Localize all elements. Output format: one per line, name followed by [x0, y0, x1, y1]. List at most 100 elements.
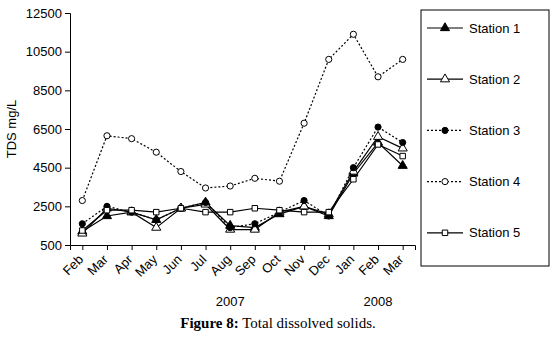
x-tick-label: Oct [258, 251, 283, 276]
y-tick: 12500 [26, 6, 70, 21]
x-tick: Aug [207, 245, 234, 279]
series-marker [375, 74, 381, 80]
x-axis-line [71, 246, 416, 251]
series-marker [178, 205, 184, 211]
x-tick-mark [107, 245, 108, 250]
legend-marker [442, 127, 448, 133]
series-marker [80, 228, 85, 233]
x-tick-mark [279, 245, 280, 250]
legend-marker [442, 230, 447, 235]
series-marker [78, 228, 87, 236]
series-marker [78, 226, 87, 234]
series-marker [398, 160, 407, 168]
x-tick-mark [378, 245, 379, 250]
series-marker [153, 217, 159, 223]
y-tick-mark [65, 52, 70, 53]
series-marker [326, 56, 332, 62]
series-marker [400, 153, 405, 158]
x-tick-label: Sep [232, 252, 259, 279]
x-tick-mark [156, 245, 157, 250]
legend-label: Station 4 [469, 174, 520, 189]
series-line [82, 144, 402, 230]
y-tick: 500 [40, 238, 70, 253]
x-tick-mark [353, 245, 354, 250]
x-axis: FebMarAprMayJunJulAugSepOctNovDecJanFebM… [60, 245, 416, 280]
x-tick: Feb [60, 245, 86, 278]
series-marker [79, 221, 85, 227]
x-tick-label: Aug [207, 252, 234, 279]
series-marker [227, 209, 232, 214]
legend-label: Station 5 [469, 225, 520, 240]
y-tick: 6500 [33, 122, 70, 137]
series-marker [202, 185, 208, 191]
y-tick-label: 8500 [33, 83, 62, 98]
y-axis-line [65, 14, 71, 246]
x-tick: Jul [187, 245, 209, 274]
y-tick-mark [65, 168, 70, 169]
series-marker [226, 224, 235, 232]
series-marker [129, 207, 134, 212]
y-axis: 50025004500650085001050012500 [26, 6, 71, 253]
series-marker [227, 183, 233, 189]
x-tick-label: May [132, 251, 160, 279]
chart: 50025004500650085001050012500FebMarAprMa… [0, 0, 556, 337]
legend-label: Station 2 [469, 72, 520, 87]
series-marker [252, 175, 258, 181]
x-tick-mark [230, 245, 231, 250]
series-marker [375, 124, 381, 130]
series-marker [176, 203, 185, 211]
series-marker [400, 139, 406, 145]
y-tick-label: 4500 [33, 160, 62, 175]
year-label: 2008 [364, 294, 393, 309]
x-tick-mark [304, 245, 305, 250]
legend-marker [442, 179, 448, 185]
series-marker [275, 207, 284, 215]
legend-label: Station 1 [469, 21, 520, 36]
x-tick: Nov [281, 245, 308, 279]
series-marker [350, 165, 356, 171]
series-marker [301, 120, 307, 126]
y-tick-label: 500 [40, 238, 62, 253]
y-tick-label: 12500 [26, 6, 62, 21]
x-tick-mark [255, 245, 256, 250]
series-marker [152, 215, 161, 223]
chart-title: Figure 8: Total dissolved solids. [180, 315, 375, 331]
series-marker [276, 178, 282, 184]
series-line [82, 143, 402, 232]
series-marker [375, 142, 380, 147]
x-tick: Feb [355, 245, 381, 278]
series-marker [178, 168, 184, 174]
y-tick-label: 2500 [33, 199, 62, 214]
x-tick-label: Jan [332, 252, 357, 277]
legend-frame [421, 10, 549, 266]
y-tick: 8500 [33, 83, 70, 98]
series-marker [351, 177, 356, 182]
x-tick-mark [181, 245, 182, 250]
series-marker [127, 207, 136, 215]
x-tick: Jan [332, 245, 357, 277]
y-tick-mark [65, 90, 70, 91]
y-tick-mark [65, 13, 70, 14]
x-tick-mark [329, 245, 330, 250]
legend-marker [440, 74, 449, 82]
x-tick: May [132, 245, 160, 280]
series-marker [277, 207, 282, 212]
legend-marker [440, 23, 449, 31]
series-line [82, 127, 402, 228]
series-marker [400, 56, 406, 62]
legend-label: Station 3 [469, 123, 520, 138]
series-marker [178, 206, 183, 211]
series-marker [202, 199, 208, 205]
x-tick-mark [132, 245, 133, 250]
series-marker [104, 133, 110, 139]
year-label: 2007 [216, 294, 245, 309]
x-tick-label: Feb [355, 252, 381, 278]
x-tick-mark [82, 245, 83, 250]
x-tick-label: Jul [187, 252, 209, 274]
plot-area [78, 31, 407, 236]
series-marker [252, 206, 257, 211]
series-marker [154, 209, 159, 214]
y-tick-mark [65, 245, 70, 246]
series-marker [129, 136, 135, 142]
series-line [82, 137, 402, 234]
